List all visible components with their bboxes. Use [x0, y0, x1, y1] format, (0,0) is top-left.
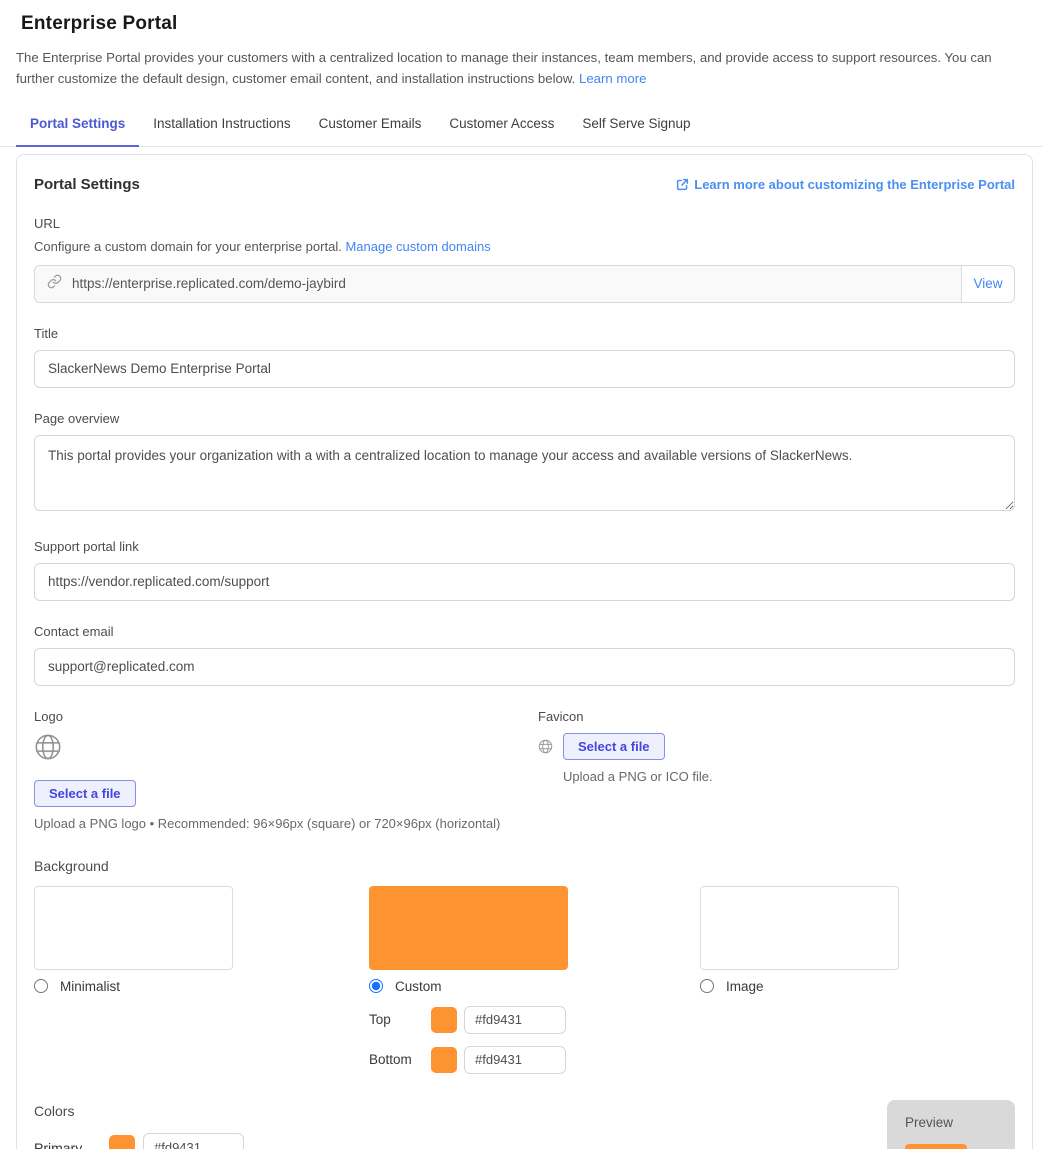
bottom-color-input[interactable] — [464, 1045, 566, 1074]
logo-select-file-button[interactable]: Select a file — [34, 779, 136, 807]
primary-color-row: Primary — [34, 1132, 1015, 1149]
background-label: Background — [34, 857, 109, 874]
tab-bar: Portal Settings Installation Instruction… — [0, 108, 1043, 147]
logo-help-text: Upload a PNG logo • Recommended: 96×96px… — [34, 815, 501, 831]
title-section: Title — [34, 326, 1015, 388]
logo-label: Logo — [34, 708, 63, 724]
primary-color-label: Primary — [34, 1139, 83, 1149]
contact-email-section: Contact email — [34, 624, 1015, 686]
logo-globe-icon — [34, 733, 538, 766]
primary-color-swatch[interactable] — [109, 1134, 135, 1149]
favicon-help-text: Upload a PNG or ICO file. — [563, 768, 713, 784]
background-options: Minimalist Custom Top Bottom — [34, 885, 1015, 1074]
url-description-text: Configure a custom domain for your enter… — [34, 238, 342, 254]
page-overview-label: Page overview — [34, 410, 120, 426]
image-radio-label[interactable]: Image — [726, 978, 764, 994]
background-option-custom: Custom Top Bottom — [369, 885, 700, 1074]
view-button[interactable]: View — [961, 265, 1014, 302]
favicon-globe-icon — [538, 739, 553, 784]
page-description-text: The Enterprise Portal provides your cust… — [16, 50, 992, 87]
background-option-image: Image — [700, 885, 899, 1074]
minimalist-radio-label[interactable]: Minimalist — [60, 978, 121, 994]
minimalist-preview-box[interactable] — [34, 885, 233, 970]
background-section: Background Minimalist Custom Top — [34, 858, 1015, 1074]
tab-self-serve-signup[interactable]: Self Serve Signup — [582, 115, 691, 131]
top-color-label: Top — [369, 1012, 391, 1028]
favicon-select-file-button[interactable]: Select a file — [563, 732, 665, 760]
minimalist-radio[interactable] — [34, 979, 48, 994]
top-color-input[interactable] — [464, 1005, 566, 1034]
preview-row: Button Link — [905, 1143, 1011, 1149]
bottom-color-label: Bottom — [369, 1052, 412, 1068]
top-color-swatch[interactable] — [431, 1006, 457, 1033]
url-input-group: View — [34, 264, 1015, 303]
page-title: Enterprise Portal — [21, 13, 178, 34]
url-description: Configure a custom domain for your enter… — [34, 239, 1015, 254]
contact-email-label: Contact email — [34, 623, 114, 639]
page-description: The Enterprise Portal provides your cust… — [16, 47, 1001, 90]
logo-section: Logo Select a file Upload a PNG logo • R… — [34, 709, 538, 831]
link-chain-icon — [47, 274, 62, 294]
support-portal-section: Support portal link — [34, 539, 1015, 601]
url-label: URL — [34, 215, 61, 231]
tab-installation-instructions[interactable]: Installation Instructions — [153, 115, 291, 131]
page-overview-textarea[interactable]: This portal provides your organization w… — [34, 434, 1015, 511]
custom-radio-label[interactable]: Custom — [395, 978, 442, 994]
logo-favicon-row: Logo Select a file Upload a PNG logo • R… — [34, 709, 1015, 831]
colors-section: Colors Primary Secondary Preview Button … — [34, 1099, 1015, 1149]
card-header: Portal Settings Learn more about customi… — [34, 176, 1015, 193]
preview-button[interactable]: Button — [905, 1143, 968, 1149]
manage-custom-domains-link[interactable]: Manage custom domains — [345, 238, 491, 254]
tab-customer-access[interactable]: Customer Access — [449, 115, 555, 131]
url-input-wrap — [35, 265, 961, 302]
preview-label: Preview — [905, 1114, 954, 1130]
card-heading: Portal Settings — [34, 175, 140, 193]
title-input[interactable] — [34, 349, 1015, 388]
favicon-body: Select a file Upload a PNG or ICO file. — [538, 732, 713, 784]
primary-color-input[interactable] — [143, 1132, 244, 1149]
support-portal-label: Support portal link — [34, 538, 139, 554]
preview-box: Preview Button Link — [887, 1099, 1015, 1149]
external-link-icon — [676, 178, 689, 191]
portal-settings-card: Portal Settings Learn more about customi… — [16, 153, 1033, 1149]
background-option-minimalist: Minimalist — [34, 885, 369, 1074]
favicon-section: Favicon Select a file Upload a PNG or IC… — [538, 709, 713, 831]
image-radio[interactable] — [700, 979, 714, 994]
contact-email-input[interactable] — [34, 647, 1015, 686]
portal-url-input[interactable] — [72, 276, 949, 292]
custom-preview-box[interactable] — [369, 885, 568, 970]
url-section: URL Configure a custom domain for your e… — [34, 216, 1015, 303]
title-label: Title — [34, 325, 59, 341]
page-overview-section: Page overview This portal provides your … — [34, 411, 1015, 516]
support-portal-input[interactable] — [34, 562, 1015, 601]
custom-radio[interactable] — [369, 979, 383, 994]
top-color-row: Top — [369, 1005, 700, 1034]
customize-docs-link[interactable]: Learn more about customizing the Enterpr… — [676, 177, 1015, 192]
tab-portal-settings[interactable]: Portal Settings — [16, 108, 140, 147]
favicon-label: Favicon — [538, 708, 584, 724]
image-preview-box[interactable] — [700, 885, 899, 970]
colors-label: Colors — [34, 1102, 75, 1119]
page-header: Enterprise Portal The Enterprise Portal … — [0, 0, 1043, 90]
bottom-color-swatch[interactable] — [431, 1046, 457, 1073]
customize-docs-link-label: Learn more about customizing the Enterpr… — [694, 176, 1015, 192]
tab-customer-emails[interactable]: Customer Emails — [318, 115, 422, 131]
learn-more-link[interactable]: Learn more — [578, 71, 647, 87]
bottom-color-row: Bottom — [369, 1045, 700, 1074]
